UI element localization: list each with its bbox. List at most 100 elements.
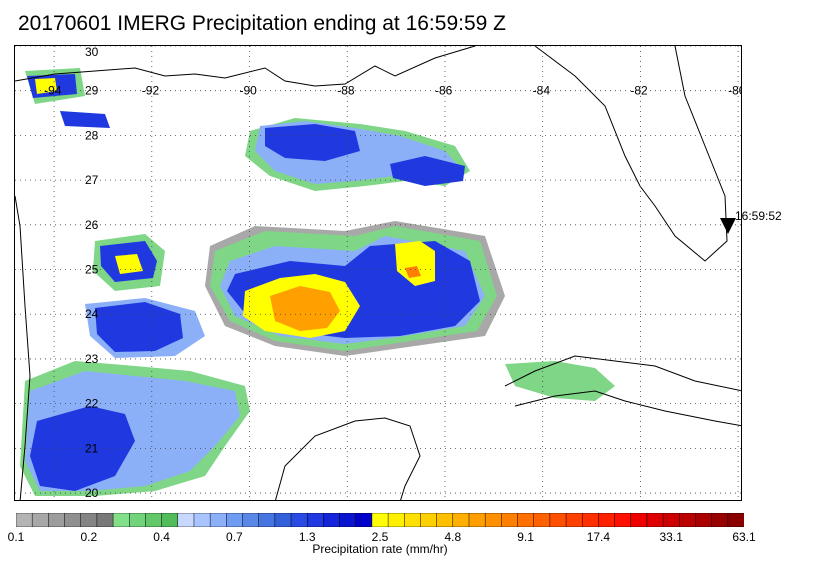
colorbar-tick-label: 2.5 — [371, 530, 389, 544]
longitude-label: -92 — [142, 84, 160, 98]
precip-green-area — [505, 361, 615, 401]
colorbar-swatch — [711, 513, 729, 527]
latitude-label: 29 — [85, 84, 99, 98]
colorbar-swatch — [549, 513, 567, 527]
colorbar-swatch — [598, 513, 616, 527]
latitude-label: 28 — [85, 128, 99, 142]
colorbar-tick-label: 33.1 — [659, 530, 683, 544]
colorbar-swatch — [630, 513, 648, 527]
precip-yellow-area — [115, 254, 143, 274]
colorbar-swatch — [258, 513, 276, 527]
colorbar-swatch — [209, 513, 228, 527]
latitude-label: 24 — [85, 307, 99, 321]
satellite-position-marker-icon — [720, 218, 736, 234]
latitude-label: 22 — [85, 397, 99, 411]
satellite-time-label: 16:59:52 — [735, 209, 782, 223]
latitude-label: 20 — [85, 486, 99, 500]
colorbar-swatch — [128, 513, 147, 527]
colorbar-swatch — [226, 513, 244, 527]
colorbar-swatch — [339, 513, 357, 527]
colorbar-swatch — [80, 513, 98, 527]
colorbar-swatch — [501, 513, 519, 527]
colorbar-swatch — [48, 513, 66, 527]
precip-darkblue-area — [390, 156, 465, 186]
florida-coast — [534, 46, 728, 262]
map-canvas: -94 -92 -90 -88 -86 -84 -82 -80 30 29 28 27 26 25 24 2… — [15, 46, 742, 500]
colorbar-tick-labels: 0.1 0.2 0.4 0.7 1.3 2.5 4.8 9.1 17.4 33.1 63.1 — [0, 530, 826, 544]
precipitation-map: -94 -92 -90 -88 -86 -84 -82 -80 30 29 28 27 26 25 24 2… — [14, 45, 742, 501]
colorbar-swatch — [646, 513, 664, 527]
lat-lon-grid — [15, 46, 741, 500]
colorbar-swatch — [323, 513, 341, 527]
colorbar-swatch — [614, 513, 632, 527]
colorbar-swatch — [274, 513, 292, 527]
colorbar-tick-label: 0.4 — [153, 530, 170, 544]
precip-darkblue-area — [60, 111, 110, 128]
colorbar-swatch — [96, 513, 114, 527]
latitude-label: 27 — [85, 173, 99, 187]
colorbar-tick-label: 9.1 — [517, 530, 534, 544]
colorbar-swatch — [420, 513, 438, 527]
colorbar-swatch — [452, 513, 470, 527]
colorbar-swatch — [31, 513, 50, 527]
latitude-labels: 30 29 28 27 26 25 24 23 22 21 20 — [85, 46, 99, 500]
longitude-label: -86 — [435, 84, 453, 98]
longitude-label: -90 — [240, 84, 258, 98]
colorbar-swatch — [565, 513, 583, 527]
colorbar-swatch — [581, 513, 600, 527]
colorbar-swatch — [355, 513, 373, 527]
cuba-south-coast — [514, 390, 741, 427]
precip-darkblue-area — [30, 406, 135, 491]
longitude-label: -94 — [44, 84, 62, 98]
colorbar-swatch — [468, 513, 486, 527]
colorbar-swatch — [145, 513, 163, 527]
precipitation-fields — [20, 68, 615, 496]
latitude-label: 23 — [85, 352, 99, 366]
colorbar-swatch — [242, 513, 260, 527]
colorbar-swatch — [662, 513, 681, 527]
colorbar-swatch — [484, 513, 503, 527]
longitude-label: -80 — [728, 84, 742, 98]
precip-darkblue-area — [265, 124, 360, 161]
yucatan-coast — [275, 417, 421, 500]
colorbar-swatch — [290, 513, 308, 527]
colorbar-swatch — [436, 513, 454, 527]
longitude-label: -84 — [533, 84, 551, 98]
colorbar-swatch — [404, 513, 422, 527]
mexico-gulf-coast — [15, 195, 31, 500]
colorbar-swatch — [387, 513, 406, 527]
colorbar-swatch — [177, 513, 195, 527]
colorbar-tick-label: 17.4 — [586, 530, 611, 544]
colorbar-swatch — [161, 513, 179, 527]
precip-orange-core — [270, 286, 340, 331]
precip-yellow-area — [395, 241, 435, 286]
colorbar — [16, 513, 744, 527]
colorbar-tick-label: 63.1 — [732, 530, 756, 544]
colorbar-swatch — [306, 513, 325, 527]
colorbar-swatch — [517, 513, 535, 527]
colorbar-tick-label: 1.3 — [298, 530, 316, 544]
latitude-label: 26 — [85, 218, 99, 232]
colorbar-swatch — [679, 513, 697, 527]
latitude-label: 30 — [85, 46, 99, 59]
colorbar-swatch — [727, 513, 744, 527]
colorbar-tick-label: 0.2 — [80, 530, 98, 544]
colorbar-tick-label: 4.8 — [444, 530, 462, 544]
colorbar-tick-label: 0.1 — [7, 530, 25, 544]
precip-yellow-area — [35, 78, 57, 94]
longitude-labels: -94 -92 -90 -88 -86 -84 -82 -80 — [44, 84, 742, 98]
longitude-label: -82 — [630, 84, 648, 98]
colorbar-swatch — [112, 513, 130, 527]
colorbar-title: Precipitation rate (mm/hr) — [312, 542, 448, 556]
colorbar-swatch — [533, 513, 551, 527]
colorbar-swatch — [695, 513, 713, 527]
colorbar-swatch — [16, 513, 33, 527]
latitude-label: 25 — [85, 263, 99, 277]
longitude-label: -88 — [337, 84, 355, 98]
coastlines — [15, 46, 741, 500]
colorbar-swatch — [193, 513, 211, 527]
cuba-coast — [504, 355, 741, 392]
colorbar-swatch — [64, 513, 82, 527]
latitude-label: 21 — [85, 441, 99, 455]
map-title: 20170601 IMERG Precipitation ending at 1… — [18, 12, 506, 35]
